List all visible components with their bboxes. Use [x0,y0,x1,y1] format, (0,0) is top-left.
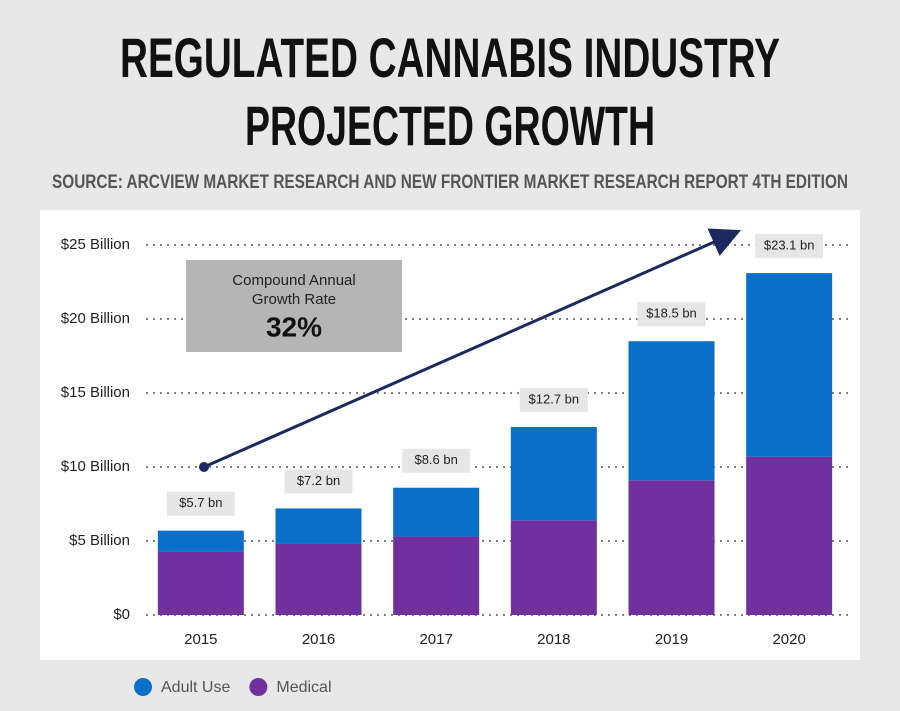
data-label: $12.7 bn [529,391,580,406]
bar-segment [510,520,597,615]
y-tick-label: $5 Billion [69,532,130,549]
x-tick-label: 2020 [772,631,805,648]
bar-segment [746,273,833,457]
bar-segment [275,508,362,544]
x-tick-label: 2016 [302,631,335,648]
x-tick-label: 2018 [537,631,570,648]
bar-segment [510,427,597,521]
x-tick-label: 2015 [184,631,217,648]
data-label: $5.7 bn [179,495,222,510]
bar-segment [275,543,362,615]
bar-segment [157,551,244,615]
y-tick-label: $0 [113,606,130,623]
annotation-text: Compound Annual [232,272,355,289]
bar-segment [393,487,480,537]
legend-swatch [249,678,268,696]
annotation-box [186,260,402,352]
label-box [755,234,824,259]
y-tick-label: $25 Billion [61,236,130,253]
bar-segment [393,536,480,615]
data-label: $8.6 bn [414,452,457,467]
y-tick-label: $10 Billion [61,458,130,475]
bar-segment [628,480,715,615]
y-tick-label: $20 Billion [61,310,130,327]
label-box [166,491,235,516]
chart-title: PROJECTED GROWTH [245,94,655,157]
label-box [402,448,471,473]
bar-segment [157,530,244,552]
annotation-value: 32% [266,311,322,342]
x-tick-label: 2017 [419,631,452,648]
legend-label: Medical [276,679,331,696]
annotation-text: Growth Rate [252,291,336,308]
arrow-start [199,462,209,472]
legend-swatch [134,678,152,696]
y-tick-label: $15 Billion [61,384,130,401]
legend-label: Adult Use [161,679,230,696]
data-label: $23.1 bn [764,238,815,253]
label-box [637,302,706,327]
label-box [519,388,588,413]
data-label: $7.2 bn [297,473,340,488]
chart-subtitle: SOURCE: ARCVIEW MARKET RESEARCH AND NEW … [52,172,848,193]
x-tick-label: 2019 [655,631,688,648]
data-label: $18.5 bn [646,306,697,321]
chart-title: REGULATED CANNABIS INDUSTRY [120,26,780,89]
bar-segment [746,456,833,615]
label-box [284,469,353,494]
growth-arrow [203,228,741,469]
bar-segment [628,341,715,481]
